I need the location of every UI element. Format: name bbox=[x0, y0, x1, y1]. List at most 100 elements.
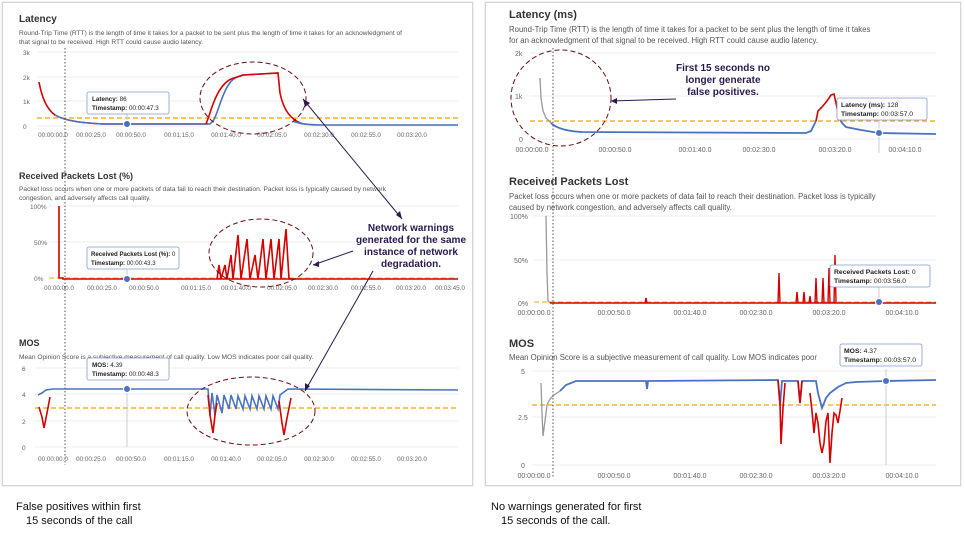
packets-lost-gridlines bbox=[49, 205, 458, 243]
mos-hover-point[interactable] bbox=[123, 385, 131, 393]
y-tick: 1k bbox=[515, 94, 523, 101]
mos-title: MOS bbox=[509, 338, 534, 350]
x-tick: 00:02:30.0 bbox=[304, 132, 334, 139]
tooltip-label: Timestamp: bbox=[841, 111, 879, 118]
left-dashboard-svg: Latency Round-Trip Time (RTT) is the len… bbox=[19, 14, 466, 465]
arrowhead bbox=[611, 98, 617, 104]
latency-hover-point[interactable] bbox=[123, 120, 131, 128]
tooltip-box bbox=[86, 357, 170, 381]
latency-series-normal bbox=[54, 72, 279, 125]
latency-gridlines bbox=[37, 51, 458, 127]
tooltip-label: MOS: bbox=[92, 362, 108, 369]
x-tick: 00:02:30.0 bbox=[742, 147, 775, 154]
right-dashboard-panel: Latency (ms) Round-Trip Time (RTT) is th… bbox=[485, 2, 961, 486]
arrowhead bbox=[305, 383, 310, 391]
packets-lost-degradation-ellipse bbox=[208, 218, 314, 288]
packets-lost-tooltip: Received Packets Lost: 0 Timestamp: 00:0… bbox=[829, 264, 931, 288]
y-tick: 4 bbox=[22, 392, 26, 399]
mos-tooltip: MOS: 4.37 Timestamp: 00:03:57.0 bbox=[839, 343, 923, 367]
mos-series-warning-mid bbox=[207, 394, 218, 434]
tooltip-value: 00:00:43.3 bbox=[127, 260, 156, 267]
packets-lost-series-spikes bbox=[644, 254, 837, 304]
caption-line: False positives within first bbox=[16, 501, 141, 513]
tooltip-box bbox=[86, 91, 170, 115]
x-tick: 00:01:40.0 bbox=[211, 132, 241, 139]
y-tick: 2k bbox=[23, 75, 31, 82]
annotation-line: First 15 seconds no bbox=[676, 63, 770, 74]
packets-lost-series-grey-start bbox=[545, 215, 551, 304]
packets-lost-title: Received Packets Lost bbox=[509, 176, 629, 188]
x-tick: 00:04:10.0 bbox=[888, 147, 921, 154]
svg-text:Latency (ms): 128: Latency (ms): 128 bbox=[841, 102, 899, 109]
x-tick: 00:01:40.0 bbox=[673, 473, 706, 480]
mos-gridlines bbox=[35, 367, 458, 448]
x-tick: 00:02:55.0 bbox=[351, 456, 381, 463]
x-tick: 00:00:50.0 bbox=[116, 132, 146, 139]
arrowhead bbox=[303, 99, 310, 107]
tooltip-value: 00:03:57.0 bbox=[881, 111, 913, 118]
tooltip-label: Latency (ms): bbox=[841, 102, 885, 109]
right-dashboard-svg: Latency (ms) Round-Trip Time (RTT) is th… bbox=[509, 9, 937, 480]
x-tick: 00:00:25.0 bbox=[76, 456, 106, 463]
packets-lost-series-warning bbox=[58, 206, 458, 280]
left-annotation-text: Network warnings generated for the same … bbox=[356, 223, 466, 270]
y-tick: 3k bbox=[23, 50, 31, 57]
mos-series-normal bbox=[37, 388, 459, 416]
latency-gridlines bbox=[530, 52, 936, 140]
y-tick: 1k bbox=[23, 99, 31, 106]
latency-series-warning bbox=[205, 72, 304, 125]
x-tick: 00:01:15.0 bbox=[181, 285, 211, 292]
tooltip-label: MOS: bbox=[844, 348, 862, 355]
x-tick: 00:01:15.0 bbox=[164, 456, 194, 463]
x-tick: 00:00:50.0 bbox=[129, 285, 159, 292]
mos-hover-point[interactable] bbox=[882, 377, 890, 385]
latency-series-normal-tail bbox=[838, 117, 937, 135]
y-tick: 50% bbox=[34, 240, 47, 247]
x-tick: 00:00:00.0 bbox=[38, 456, 68, 463]
x-tick: 00:02:05.0 bbox=[257, 132, 287, 139]
x-tick: 00:02:30.0 bbox=[304, 456, 334, 463]
packets-lost-title: Received Packets Lost (%) bbox=[19, 171, 133, 181]
x-tick: 00:00:00.0 bbox=[38, 132, 68, 139]
svg-text:Latency: 86: Latency: 86 bbox=[92, 96, 127, 103]
tooltip-value: 00:03:56.0 bbox=[874, 278, 906, 285]
mos-gridlines bbox=[532, 370, 936, 466]
y-tick: 0% bbox=[518, 301, 528, 308]
svg-text:Timestamp: 00:03:57.0: Timestamp: 00:03:57.0 bbox=[844, 357, 916, 364]
x-tick: 00:00:50.0 bbox=[116, 456, 146, 463]
x-tick: 00:00:00.0 bbox=[517, 473, 550, 480]
packets-lost-hover-point[interactable] bbox=[123, 275, 131, 283]
x-tick: 00:01:15.0 bbox=[164, 132, 194, 139]
tooltip-value: 00:03:57.0 bbox=[884, 357, 916, 364]
packets-lost-desc-line-1: Packet loss occurs when one or more pack… bbox=[19, 186, 387, 193]
x-tick: 00:02:30.0 bbox=[308, 285, 338, 292]
x-tick: 00:00:00.0 bbox=[517, 310, 550, 317]
packets-lost-hover-point[interactable] bbox=[875, 298, 883, 306]
svg-text:Timestamp: 00:00:47.3: Timestamp: 00:00:47.3 bbox=[92, 105, 159, 112]
y-tick: 6 bbox=[22, 366, 26, 373]
annotation-line: false positives. bbox=[687, 87, 759, 98]
y-tick: 2 bbox=[22, 419, 26, 426]
left-dashboard-panel: Latency Round-Trip Time (RTT) is the len… bbox=[2, 2, 473, 486]
y-tick: 0 bbox=[23, 124, 27, 131]
packets-lost-tooltip: Received Packets Lost (%): 0 Timestamp: … bbox=[86, 246, 180, 270]
tooltip-value: 4.37 bbox=[864, 348, 877, 355]
svg-text:Received Packets Lost (%): 0: Received Packets Lost (%): 0 bbox=[91, 251, 176, 258]
x-tick: 00:02:30.0 bbox=[739, 473, 772, 480]
tooltip-value: 4.39 bbox=[110, 362, 123, 369]
right-annotation-text: First 15 seconds no longer generate fals… bbox=[676, 63, 770, 98]
mos-desc: Mean Opinion Score is a subjective measu… bbox=[509, 353, 817, 362]
tooltip-label: Timestamp: bbox=[92, 371, 127, 378]
x-tick: 00:03:20.0 bbox=[396, 285, 426, 292]
x-tick: 00:00:50.0 bbox=[597, 473, 630, 480]
y-tick: 0 bbox=[519, 137, 523, 144]
latency-desc-line-1: Round-Trip Time (RTT) is the length of t… bbox=[19, 30, 402, 37]
x-tick: 00:03:20.0 bbox=[397, 456, 427, 463]
latency-hover-point[interactable] bbox=[875, 129, 883, 137]
mos-degradation-ellipse bbox=[186, 376, 316, 446]
y-tick: 100% bbox=[30, 204, 47, 211]
arrowhead bbox=[396, 211, 402, 219]
mos-series-warning-start bbox=[38, 396, 51, 429]
caption-line: 15 seconds of the call bbox=[26, 515, 133, 527]
latency-desc-line-2: that signal to be received. High RTT cou… bbox=[19, 39, 203, 46]
